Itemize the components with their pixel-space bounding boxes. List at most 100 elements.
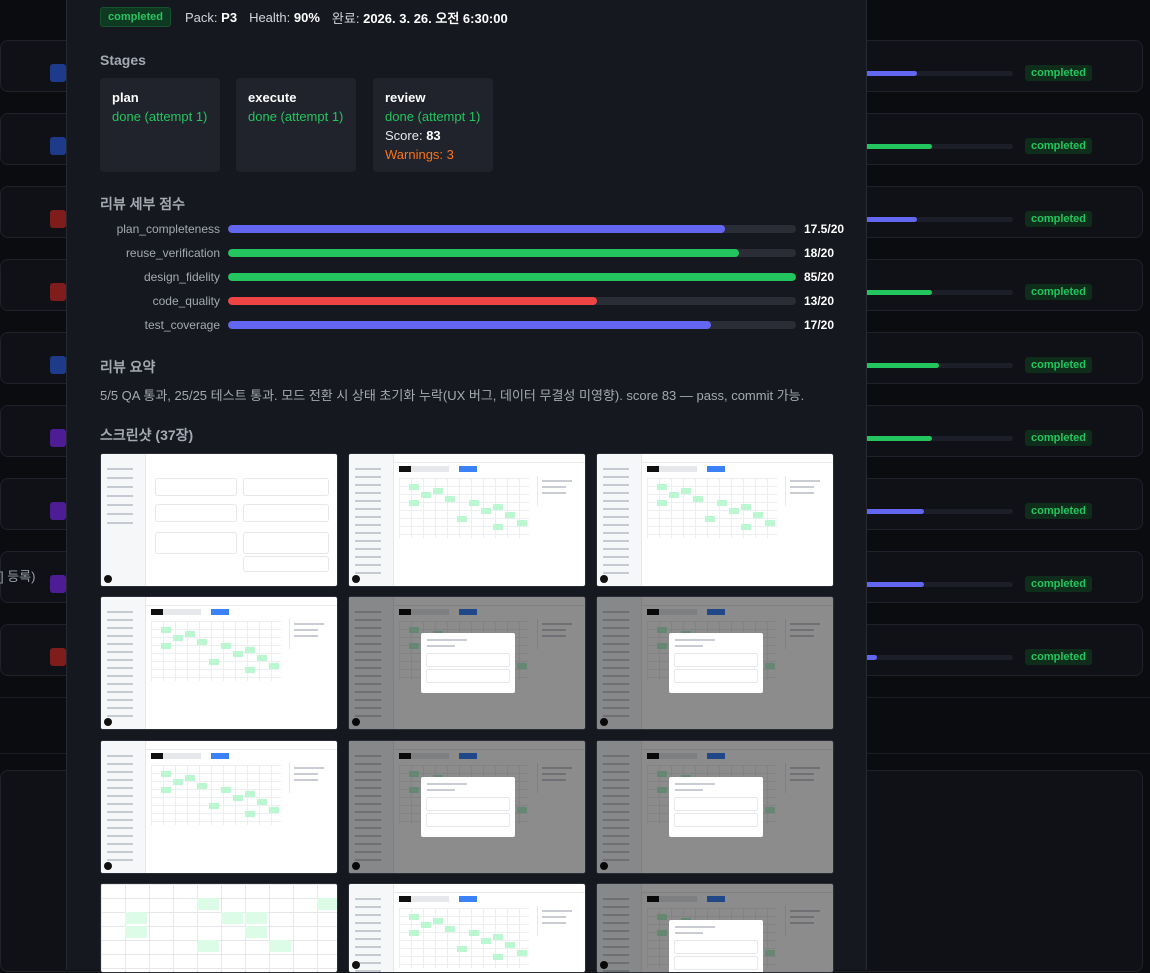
screenshot-thumbnail[interactable] (596, 453, 834, 587)
thumb-schedule-cell (409, 484, 419, 490)
thumb-dashboard-card (243, 532, 329, 554)
screenshot-thumbnail[interactable] (348, 596, 586, 730)
thumb-schedule-cell (505, 942, 515, 948)
thumb-dialog-row (426, 813, 510, 827)
thumb-schedule-cell (741, 504, 751, 510)
background-partial-text: ] 등록) (0, 569, 36, 584)
screenshot-thumbnail[interactable] (100, 596, 338, 730)
thumb-schedule-cell (493, 934, 503, 940)
score-bar (228, 297, 796, 305)
thumb-topbar (641, 454, 833, 463)
thumb-schedule-cell (693, 496, 703, 502)
screenshot-thumbnail[interactable] (100, 883, 338, 973)
score-bar-fill (228, 297, 597, 305)
background-row-marker (50, 64, 66, 82)
score-label: design_fidelity (143, 270, 220, 284)
thumb-dashboard-card (243, 504, 329, 522)
score-value: 17/20 (804, 318, 835, 332)
background-progress-fill (865, 144, 932, 149)
stage-score: Score: 83 (385, 128, 441, 143)
review-summary-title: 리뷰 요약 (100, 359, 156, 375)
run-header: completed Pack: P3 Health: 90% 완료: 2026.… (100, 7, 520, 27)
thumb-schedule-cell (681, 488, 691, 494)
thumb-dashboard-card (155, 478, 237, 496)
score-value: 85/20 (804, 270, 835, 284)
background-progress-fill (865, 582, 924, 587)
thumb-schedule-cell (409, 930, 419, 936)
screenshot-thumbnail[interactable] (596, 740, 834, 874)
thumb-button (707, 753, 725, 759)
score-row-design-fidelity: design_fidelity 85/20 (100, 270, 860, 286)
stage-warnings: Warnings: 3 (385, 147, 454, 162)
thumb-schedule-cell (185, 631, 195, 637)
thumb-schedule-cell (245, 667, 255, 673)
thumb-schedule-cell (657, 484, 667, 490)
thumb-button (211, 753, 229, 759)
thumb-tabs (399, 466, 449, 472)
screenshot-thumbnail[interactable] (348, 740, 586, 874)
background-status-badge: completed (1025, 211, 1093, 227)
thumb-side-panel (785, 763, 826, 793)
thumb-schedule-cell (469, 930, 479, 936)
screenshot-thumbnail[interactable] (348, 453, 586, 587)
pack-info: Pack: P3 (185, 9, 238, 25)
score-bar (228, 321, 796, 329)
thumb-schedule-cell (185, 775, 195, 781)
score-row-reuse-verification: reuse_verification 18/20 (100, 246, 860, 262)
screenshot-thumbnail[interactable] (100, 453, 338, 587)
screenshot-thumbnail[interactable] (100, 740, 338, 874)
thumb-topbar (145, 597, 337, 606)
score-label: reuse_verification (125, 246, 220, 260)
thumb-dialog (669, 920, 763, 972)
thumb-sidebar (597, 741, 642, 873)
stage-card-review: review done (attempt 1) Score: 83 Warnin… (373, 78, 493, 172)
thumb-tabs (647, 753, 697, 759)
background-status-badge: completed (1025, 649, 1093, 665)
score-value: 18/20 (804, 246, 835, 260)
score-bar (228, 249, 796, 257)
review-summary-text: 5/5 QA 통과, 25/25 테스트 통과. 모드 전환 시 상태 초기화 … (100, 388, 805, 403)
thumb-sidebar (349, 741, 394, 873)
thumb-side-panel (785, 906, 826, 936)
thumb-sidebar (597, 597, 642, 729)
thumb-avatar (104, 862, 112, 870)
thumb-schedule-cell (173, 635, 183, 641)
thumb-button (707, 896, 725, 902)
thumb-schedule-cell (245, 811, 255, 817)
thumb-sidebar (349, 454, 394, 586)
background-status-badge: completed (1025, 65, 1093, 81)
stage-status: done (attempt 1) (112, 109, 208, 124)
thumb-button (459, 753, 477, 759)
thumb-dialog-row (426, 653, 510, 667)
thumb-side-panel (537, 763, 578, 793)
screenshot-thumbnail[interactable] (596, 883, 834, 973)
thumb-zoomed-cell (125, 912, 147, 924)
thumb-schedule-cell (481, 508, 491, 514)
background-progress-bar (865, 217, 1013, 222)
background-row-marker (50, 356, 66, 374)
thumb-button (459, 466, 477, 472)
thumb-dialog (669, 633, 763, 693)
background-progress-bar (865, 436, 1013, 441)
screenshot-thumbnail[interactable] (348, 883, 586, 973)
thumb-dashboard-card (155, 532, 237, 554)
stage-status: done (attempt 1) (385, 109, 481, 124)
thumb-tabs (399, 896, 449, 902)
thumb-schedule-cell (765, 950, 775, 956)
thumb-schedule-cell (245, 647, 255, 653)
thumb-schedule-cell (257, 655, 267, 661)
thumb-schedule-cell (209, 659, 219, 665)
thumb-schedule-cell (233, 795, 243, 801)
thumb-tabs (151, 753, 201, 759)
thumb-schedule-cell (257, 799, 267, 805)
screenshot-thumbnail[interactable] (596, 596, 834, 730)
background-status-badge: completed (1025, 138, 1093, 154)
score-bar-fill (228, 273, 796, 281)
score-value: 13/20 (804, 294, 835, 308)
thumb-zoomed-cell (221, 912, 243, 924)
thumb-schedule-cell (445, 496, 455, 502)
thumb-side-panel (289, 619, 330, 649)
thumb-topbar (145, 741, 337, 750)
thumb-sidebar (349, 884, 394, 972)
stage-name: plan (112, 90, 139, 105)
